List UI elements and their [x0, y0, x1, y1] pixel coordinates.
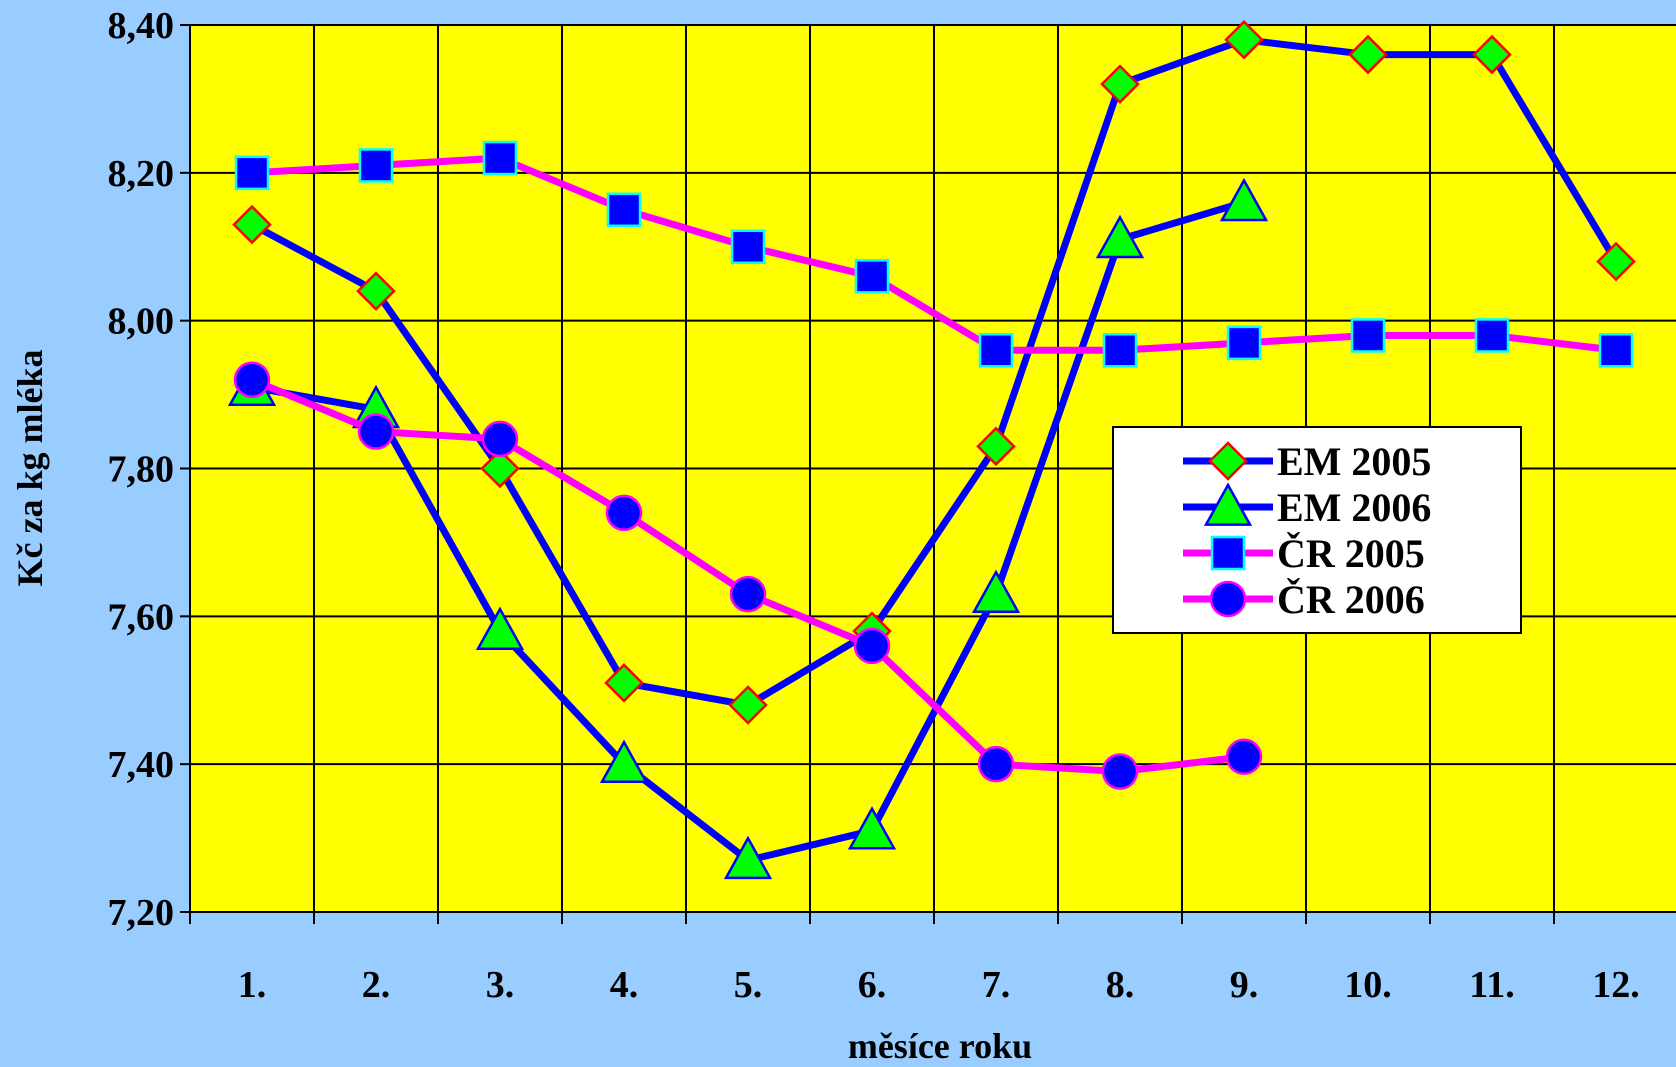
x-tick-label: 6.: [858, 964, 887, 1006]
legend-box: [1112, 426, 1522, 634]
legend-item: EM 2006: [1183, 482, 1431, 530]
triangle-marker: [1203, 482, 1253, 526]
x-tick-label: 1.: [238, 964, 267, 1006]
x-axis-title: měsíce roku: [848, 1026, 1032, 1066]
legend-label: EM 2006: [1277, 485, 1431, 530]
circle-marker: [1209, 580, 1247, 618]
legend-item: ČR 2005: [1183, 531, 1425, 576]
circle-marker: [977, 745, 1015, 783]
legend-item: EM 2005: [1183, 439, 1431, 484]
x-tick-label: 8.: [1106, 964, 1135, 1006]
triangle-marker: [1219, 177, 1269, 222]
y-tick-labels: 7,20 7,40 7,60 7,80 8,00 8,20 8,40: [108, 5, 175, 934]
circle-marker: [1225, 738, 1263, 776]
x-tick-label: 9.: [1230, 964, 1259, 1006]
y-tick-label: 8,20: [108, 153, 175, 195]
y-tick-label: 8,00: [108, 301, 175, 343]
circle-marker: [481, 420, 519, 458]
square-marker: [1226, 325, 1262, 361]
series-layer: [227, 20, 1636, 880]
triangle-marker: [971, 569, 1021, 614]
y-tick-label: 7,80: [108, 449, 175, 491]
square-marker: [358, 148, 394, 183]
diamond-marker: [356, 271, 396, 311]
triangle-marker: [599, 739, 649, 784]
circle-marker: [605, 494, 643, 532]
axes: [180, 24, 1676, 924]
y-tick-label: 7,60: [108, 596, 175, 638]
triangle-marker: [475, 606, 525, 650]
circle-marker: [729, 575, 767, 613]
x-tick-label: 3.: [486, 964, 515, 1006]
triangle-marker: [847, 806, 897, 850]
series-3: [233, 361, 1263, 790]
diamond-marker: [604, 663, 644, 703]
diamond-marker: [1472, 34, 1512, 75]
circle-marker: [853, 627, 891, 665]
square-marker: [730, 229, 766, 264]
diamond-marker: [480, 448, 520, 489]
series-2: [234, 140, 1634, 368]
square-marker: [1210, 535, 1246, 571]
square-marker: [234, 155, 270, 191]
y-tick-label: 7,20: [108, 892, 175, 934]
square-marker: [978, 332, 1014, 368]
y-tick-label: 8,40: [108, 5, 175, 47]
x-tick-label: 10.: [1344, 964, 1392, 1006]
x-tick-label: 4.: [610, 964, 639, 1006]
diamond-marker: [1348, 34, 1388, 75]
y-tick-label: 7,40: [108, 744, 175, 786]
x-tick-label: 7.: [982, 964, 1011, 1006]
square-marker: [1474, 318, 1510, 353]
triangle-marker: [723, 835, 773, 880]
x-tick-label: 11.: [1469, 964, 1514, 1006]
circle-marker: [233, 361, 271, 399]
x-tick-label: 12.: [1592, 964, 1640, 1006]
square-marker: [482, 140, 518, 176]
x-tick-label: 5.: [734, 964, 763, 1006]
x-tick-label: 2.: [362, 964, 391, 1006]
diamond-marker: [1596, 241, 1636, 282]
diamond-marker: [976, 426, 1016, 467]
square-marker: [854, 259, 890, 294]
x-tick-labels: 1. 2. 3. 4. 5. 6. 7. 8. 9. 10. 11. 12.: [238, 964, 1640, 1006]
y-axis-title: Kč za kg mléka: [10, 350, 50, 587]
series-1: [227, 177, 1269, 880]
triangle-marker: [1095, 214, 1145, 259]
diamond-marker: [1208, 441, 1248, 481]
diamond-marker: [728, 685, 768, 725]
diamond-marker: [1100, 64, 1140, 104]
series-line: [251, 154, 1617, 354]
circle-marker: [357, 413, 395, 450]
square-marker: [1350, 318, 1386, 353]
legend-item: ČR 2006: [1183, 577, 1425, 622]
square-marker: [1598, 332, 1634, 368]
legend-label: EM 2005: [1277, 439, 1431, 484]
square-marker: [606, 192, 642, 228]
square-marker: [1102, 332, 1138, 368]
circle-marker: [1101, 753, 1139, 790]
diamond-marker: [1224, 20, 1264, 60]
legend-label: ČR 2006: [1277, 577, 1425, 622]
legend-label: ČR 2005: [1277, 531, 1425, 576]
diamond-marker: [232, 204, 272, 245]
